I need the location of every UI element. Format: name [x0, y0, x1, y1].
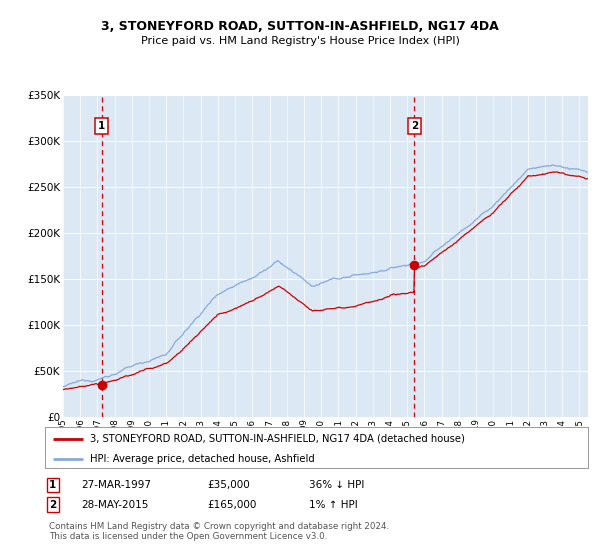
Text: £35,000: £35,000	[207, 480, 250, 490]
Text: 28-MAY-2015: 28-MAY-2015	[81, 500, 148, 510]
Text: 2: 2	[410, 121, 418, 131]
Text: 36% ↓ HPI: 36% ↓ HPI	[309, 480, 364, 490]
Text: 27-MAR-1997: 27-MAR-1997	[81, 480, 151, 490]
Text: 3, STONEYFORD ROAD, SUTTON-IN-ASHFIELD, NG17 4DA (detached house): 3, STONEYFORD ROAD, SUTTON-IN-ASHFIELD, …	[89, 433, 464, 444]
Text: Price paid vs. HM Land Registry's House Price Index (HPI): Price paid vs. HM Land Registry's House …	[140, 36, 460, 46]
Text: 1: 1	[98, 121, 105, 131]
Text: £165,000: £165,000	[207, 500, 256, 510]
Text: 2: 2	[49, 500, 56, 510]
Text: 1: 1	[49, 480, 56, 490]
Text: 3, STONEYFORD ROAD, SUTTON-IN-ASHFIELD, NG17 4DA: 3, STONEYFORD ROAD, SUTTON-IN-ASHFIELD, …	[101, 20, 499, 32]
Text: 1% ↑ HPI: 1% ↑ HPI	[309, 500, 358, 510]
Text: Contains HM Land Registry data © Crown copyright and database right 2024.
This d: Contains HM Land Registry data © Crown c…	[49, 522, 389, 542]
Text: HPI: Average price, detached house, Ashfield: HPI: Average price, detached house, Ashf…	[89, 454, 314, 464]
